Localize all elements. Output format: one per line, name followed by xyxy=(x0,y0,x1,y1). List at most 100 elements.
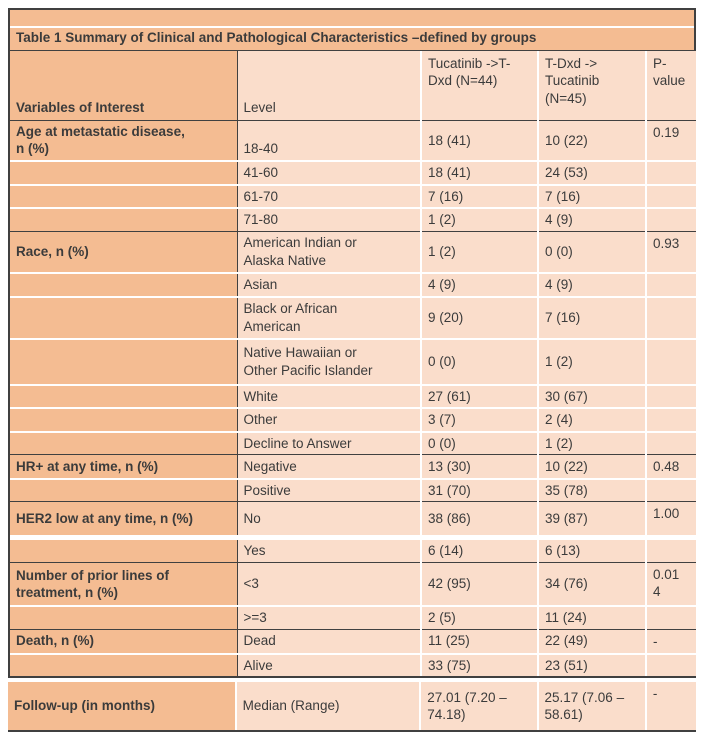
variable-cell xyxy=(10,207,237,232)
table-row: 41-60 18 (41) 24 (53) xyxy=(10,159,696,185)
value-b-cell: 2 (4) xyxy=(537,407,646,432)
value-b-cell: 4 (9) xyxy=(537,207,646,232)
value-b-cell: 11 (24) xyxy=(537,605,646,630)
summary-table-frame: Table 1 Summary of Clinical and Patholog… xyxy=(8,8,696,679)
value-b-cell: 35 (78) xyxy=(537,477,646,502)
p-value-cell xyxy=(645,536,696,563)
variable-cell xyxy=(10,272,237,297)
table-row: Native Hawaiian or Other Pacific Islande… xyxy=(10,337,696,385)
variable-cell: Follow-up (in months) xyxy=(8,682,236,731)
variable-cell xyxy=(10,652,237,677)
variable-cell: Age at metastatic disease, n (%) xyxy=(10,119,237,161)
variable-cell: Race, n (%) xyxy=(10,230,237,274)
p-value-cell xyxy=(645,407,696,432)
value-a-cell: 38 (86) xyxy=(420,501,538,541)
value-a-cell: 7 (16) xyxy=(420,183,538,209)
level-cell: Yes xyxy=(236,536,421,563)
variable-cell: HER2 low at any time, n (%) xyxy=(10,501,237,541)
variable-cell xyxy=(10,536,237,563)
p-value-cell xyxy=(645,477,696,502)
value-b-cell: 1 (2) xyxy=(537,430,646,455)
variable-cell xyxy=(10,337,237,385)
variable-cell: Death, n (%) xyxy=(10,628,237,654)
table-row: HER2 low at any time, n (%) No 38 (86) 3… xyxy=(10,501,696,541)
value-a-cell: 0 (0) xyxy=(420,430,538,455)
table-row: Race, n (%) American Indian or Alaska Na… xyxy=(10,230,696,274)
value-a-cell: 9 (20) xyxy=(420,295,538,339)
value-a-cell: 18 (41) xyxy=(420,159,538,185)
value-b-cell: 6 (13) xyxy=(537,536,646,563)
variable-cell xyxy=(10,407,237,432)
p-value-cell xyxy=(645,430,696,455)
variable-cell xyxy=(10,477,237,502)
level-cell: Median (Range) xyxy=(234,682,421,731)
variable-cell: Number of prior lines of treatment, n (%… xyxy=(10,561,237,607)
variable-cell: HR+ at any time, n (%) xyxy=(10,454,237,479)
table-row: Decline to Answer 0 (0) 1 (2) xyxy=(10,430,696,455)
p-value-cell xyxy=(645,159,696,185)
variable-cell xyxy=(10,605,237,630)
level-cell: Native Hawaiian or Other Pacific Islande… xyxy=(236,337,421,385)
value-b-cell: 22 (49) xyxy=(537,628,646,654)
p-value-cell: 0.48 xyxy=(645,454,696,479)
level-cell: Other xyxy=(236,407,421,432)
header-row: Variables of Interest Level Tucatinib ->… xyxy=(10,50,696,121)
value-a-cell: 3 (7) xyxy=(420,407,538,432)
table-row: Yes 6 (14) 6 (13) xyxy=(10,536,696,563)
level-cell: No xyxy=(236,501,421,541)
value-b-cell: 4 (9) xyxy=(537,272,646,297)
p-value-cell xyxy=(645,295,696,339)
value-b-cell: 1 (2) xyxy=(537,337,646,385)
follow-up-row-block: Follow-up (in months) Median (Range) 27.… xyxy=(8,682,696,732)
table-row: Number of prior lines of treatment, n (%… xyxy=(10,561,696,607)
variable-cell xyxy=(10,159,237,185)
value-a-cell: 2 (5) xyxy=(420,605,538,630)
value-a-cell: 1 (2) xyxy=(420,207,538,232)
table-title: Table 1 Summary of Clinical and Patholog… xyxy=(10,28,694,51)
value-a-cell: 11 (25) xyxy=(420,628,538,654)
table-row: Black or African American 9 (20) 7 (16) xyxy=(10,295,696,339)
column-header-level: Level xyxy=(236,50,421,121)
level-cell: 61-70 xyxy=(236,183,421,209)
value-a-cell: 27 (61) xyxy=(420,383,538,409)
level-cell: 18-40 xyxy=(236,119,421,161)
variable-cell xyxy=(10,183,237,209)
level-cell: American Indian or Alaska Native xyxy=(236,230,421,274)
p-value-cell: - xyxy=(644,682,696,731)
value-b-cell: 24 (53) xyxy=(537,159,646,185)
table-row: 71-80 1 (2) 4 (9) xyxy=(10,207,696,232)
value-b-cell: 23 (51) xyxy=(537,652,646,677)
column-header-variables: Variables of Interest xyxy=(10,50,237,121)
table-row: Positive 31 (70) 35 (78) xyxy=(10,477,696,502)
value-b-cell: 7 (16) xyxy=(537,295,646,339)
level-cell: 71-80 xyxy=(236,207,421,232)
value-a-cell: 1 (2) xyxy=(420,230,538,274)
column-header-p-value: P- value xyxy=(645,50,696,121)
value-b-cell: 30 (67) xyxy=(537,383,646,409)
p-value-cell xyxy=(645,337,696,385)
level-cell: 41-60 xyxy=(236,159,421,185)
value-b-cell: 10 (22) xyxy=(537,119,646,161)
table-row: >=3 2 (5) 11 (24) xyxy=(10,605,696,630)
table-row: Age at metastatic disease, n (%) 18-40 1… xyxy=(10,119,696,161)
table-row: HR+ at any time, n (%) Negative 13 (30) … xyxy=(10,454,696,479)
follow-up-table: Follow-up (in months) Median (Range) 27.… xyxy=(8,682,696,731)
table-row: Death, n (%) Dead 11 (25) 22 (49) - xyxy=(10,628,696,654)
p-value-cell: - xyxy=(645,628,696,654)
column-header-group-a: Tucatinib ->T- Dxd (N=44) xyxy=(420,50,538,121)
page: Table 1 Summary of Clinical and Patholog… xyxy=(8,8,696,732)
table-row: Alive 33 (75) 23 (51) xyxy=(10,652,696,677)
level-cell: Positive xyxy=(236,477,421,502)
value-a-cell: 42 (95) xyxy=(420,561,538,607)
p-value-cell xyxy=(645,183,696,209)
top-orange-band xyxy=(10,10,694,28)
level-cell: Asian xyxy=(236,272,421,297)
p-value-cell: 1.00 xyxy=(645,501,696,541)
p-value-cell xyxy=(645,383,696,409)
p-value-cell xyxy=(645,652,696,677)
level-cell: Black or African American xyxy=(236,295,421,339)
table-row: White 27 (61) 30 (67) xyxy=(10,383,696,409)
value-b-cell: 39 (87) xyxy=(537,501,646,541)
variable-cell xyxy=(10,383,237,409)
table-row: Other 3 (7) 2 (4) xyxy=(10,407,696,432)
